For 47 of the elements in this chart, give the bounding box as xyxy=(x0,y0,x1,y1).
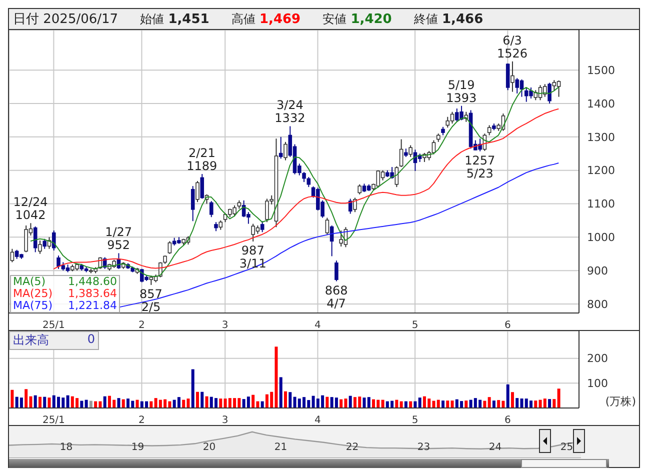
chart-title: 出来高 xyxy=(13,332,49,349)
x-tick-label: 22 xyxy=(346,442,359,453)
annotation: 3/24 1332 xyxy=(274,98,306,126)
x-tick-label: 3 xyxy=(222,320,228,332)
x-tick-label: 5 xyxy=(412,415,418,426)
x-tick-label: 4 xyxy=(314,415,321,426)
y-tick-label: 1300 xyxy=(587,130,615,144)
y-tick-label: 100 xyxy=(587,377,608,390)
annotation: 5/19 1393 xyxy=(446,78,477,105)
x-tick-label: 21 xyxy=(274,442,288,453)
x-tick-label: 25 xyxy=(560,442,574,453)
annotation: 12/24 1042 xyxy=(13,195,48,222)
y-axis-title: (万株) xyxy=(605,394,636,409)
x-tick-label: 20 xyxy=(202,442,216,453)
x-tick-label: 2 xyxy=(138,415,145,426)
y-tick-label: 800 xyxy=(587,298,608,311)
x-tick-label: 6 xyxy=(504,415,511,426)
y-tick-label: 1000 xyxy=(587,231,615,244)
annotation: 868 4/7 xyxy=(324,283,348,310)
annotation: 2/21 1189 xyxy=(186,146,218,174)
x-tick-label: 25/1 xyxy=(42,415,65,426)
annotation: 1257 5/23 xyxy=(464,153,496,180)
y-tick-label: 1500 xyxy=(587,64,615,77)
x-tick-label: 3 xyxy=(222,415,228,426)
y-tick-label: 1100 xyxy=(587,198,615,211)
info-bar: 日付 2025/06/17 始値 1,451 高値 1,469 安値 1,420 終値 1,466 xyxy=(8,8,640,30)
text: MA(75) 1,221.84 xyxy=(13,299,117,312)
annotation: 1/27 952 xyxy=(105,225,132,252)
y-tick-label: 1200 xyxy=(587,164,615,178)
x-tick-label: 2 xyxy=(138,320,145,332)
x-tick-label: 19 xyxy=(131,442,144,453)
annotation: 857 2/5 xyxy=(140,286,162,314)
text: MA(5) 1,448.60 xyxy=(13,275,117,288)
y-tick-label: 200 xyxy=(587,352,608,366)
x-tick-label: 5 xyxy=(412,320,418,332)
x-tick-label: 18 xyxy=(60,442,73,453)
annotation: 987 3/11 xyxy=(239,244,266,270)
y-tick-label: 900 xyxy=(587,264,608,278)
x-tick-label: 4 xyxy=(314,320,321,332)
annotation: 6/3 1526 xyxy=(497,33,528,60)
x-tick-label: 23 xyxy=(417,442,430,453)
x-tick-label: 24 xyxy=(488,442,502,453)
annotation: 0 xyxy=(87,332,95,348)
x-tick-label: 25/1 xyxy=(42,320,65,332)
text: MA(25) 1,383.64 xyxy=(13,287,117,300)
x-tick-label: 6 xyxy=(504,320,511,332)
y-tick-label: 1400 xyxy=(587,97,615,110)
